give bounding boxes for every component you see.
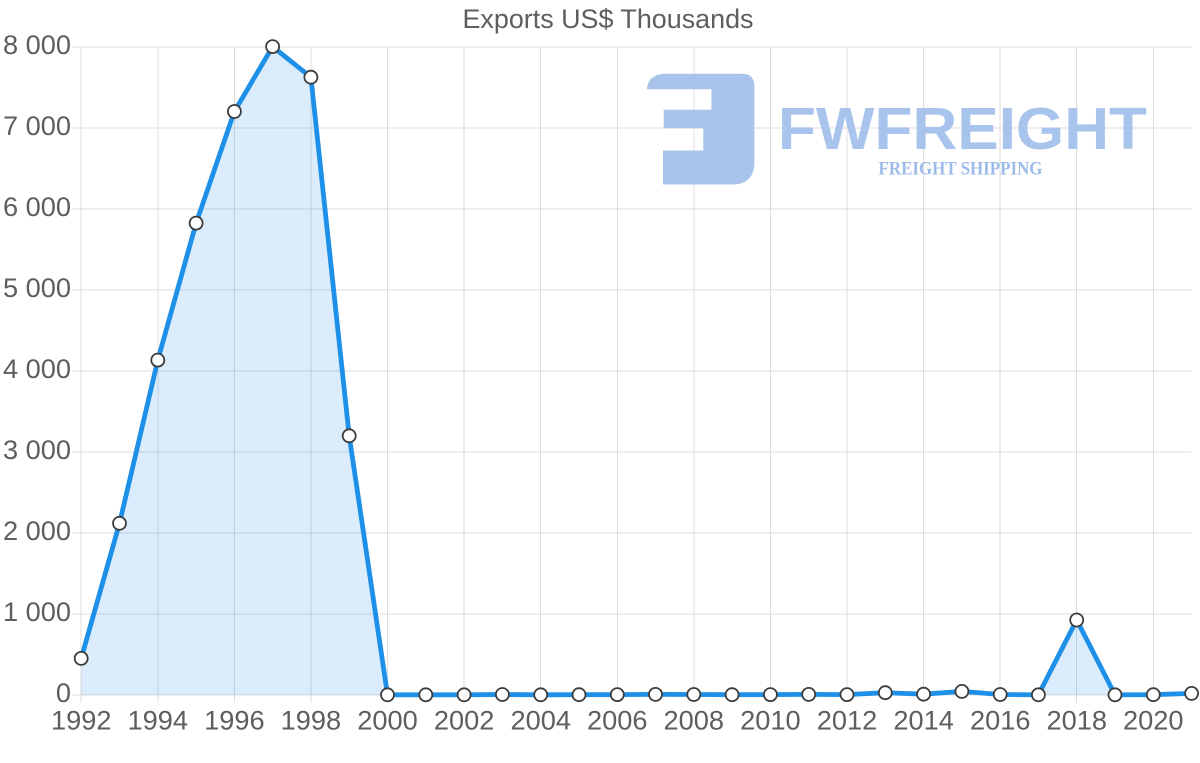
svg-text:2014: 2014 [893,705,953,736]
svg-text:FREIGHT SHIPPING: FREIGHT SHIPPING [879,159,1043,179]
svg-text:2000: 2000 [357,705,417,736]
svg-text:0: 0 [56,677,71,708]
svg-text:2004: 2004 [510,705,570,736]
svg-text:5 000: 5 000 [3,272,71,303]
svg-text:2016: 2016 [970,705,1030,736]
svg-text:3 000: 3 000 [3,434,71,465]
svg-text:FWFREIGHT: FWFREIGHT [778,96,1147,162]
svg-text:4 000: 4 000 [3,353,71,384]
svg-text:2008: 2008 [664,705,724,736]
svg-text:2010: 2010 [740,705,800,736]
svg-text:2018: 2018 [1046,705,1106,736]
svg-text:2012: 2012 [817,705,877,736]
svg-text:1992: 1992 [51,705,111,736]
svg-text:2002: 2002 [434,705,494,736]
svg-text:2020: 2020 [1123,705,1183,736]
svg-text:6 000: 6 000 [3,191,71,222]
svg-text:Exports US$ Thousands: Exports US$ Thousands [463,4,754,34]
svg-text:1998: 1998 [281,705,341,736]
svg-text:8 000: 8 000 [3,29,71,60]
svg-text:1 000: 1 000 [3,596,71,627]
svg-text:2006: 2006 [587,705,647,736]
svg-text:1996: 1996 [204,705,264,736]
svg-text:2 000: 2 000 [3,515,71,546]
svg-text:7 000: 7 000 [3,110,71,141]
svg-text:1994: 1994 [128,705,188,736]
